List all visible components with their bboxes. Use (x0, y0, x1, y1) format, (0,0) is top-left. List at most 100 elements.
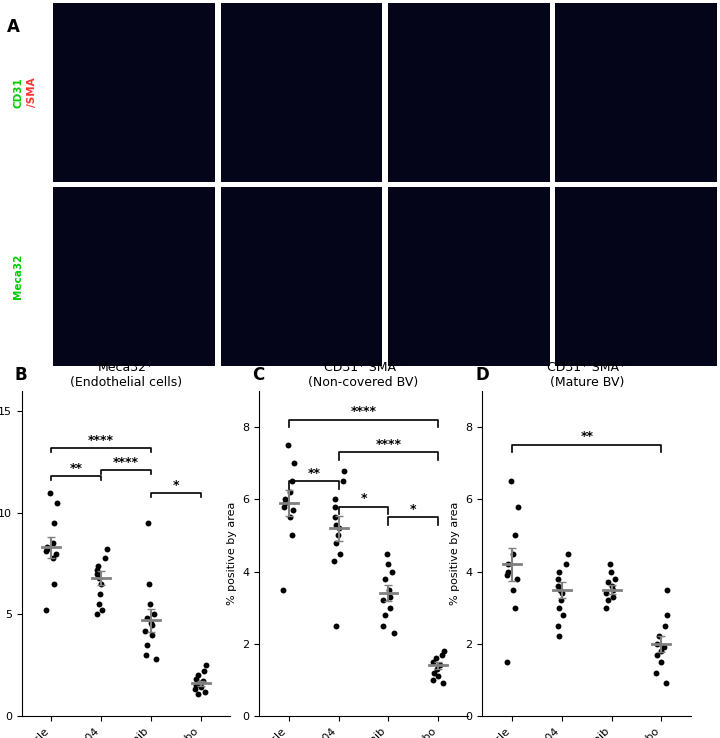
Point (509, 530, 521, 542)
Point (141, 639, 153, 651)
Text: CD31: CD31 (13, 77, 23, 108)
Text: C: C (252, 366, 264, 384)
Point (40, 604, 51, 616)
Point (44, 487, 55, 499)
Point (562, 548, 573, 559)
Point (42, 542, 53, 554)
Point (338, 465, 350, 477)
Point (384, 591, 395, 603)
Point (554, 601, 565, 613)
Point (150, 653, 162, 665)
Y-axis label: % positive by area: % positive by area (450, 502, 460, 605)
Point (334, 548, 346, 559)
Point (508, 584, 519, 596)
Point (651, 638, 662, 649)
Point (91, 608, 103, 620)
Point (142, 613, 153, 624)
Point (554, 584, 565, 596)
Point (555, 595, 567, 607)
Point (140, 624, 151, 636)
Point (427, 674, 438, 686)
Point (553, 565, 564, 577)
Point (48, 578, 60, 590)
Point (603, 576, 614, 588)
Point (386, 565, 397, 577)
Point (40, 545, 52, 557)
Point (428, 666, 439, 678)
Point (381, 548, 392, 559)
Point (279, 497, 291, 509)
Point (145, 617, 157, 629)
Point (557, 587, 568, 599)
Point (658, 641, 670, 653)
Point (383, 584, 395, 596)
Text: ****: **** (113, 456, 139, 469)
Point (330, 494, 341, 506)
Point (330, 519, 342, 531)
Text: ****: **** (375, 438, 402, 451)
Point (330, 620, 342, 632)
Point (557, 609, 569, 621)
Title: VEHICLE: VEHICLE (109, 0, 158, 1)
Point (146, 629, 158, 641)
Point (437, 677, 449, 689)
Point (284, 511, 296, 523)
Point (651, 649, 662, 661)
Point (382, 559, 394, 570)
Point (333, 523, 345, 534)
Point (337, 475, 348, 487)
Point (47, 537, 58, 549)
Point (379, 573, 391, 584)
Point (661, 584, 672, 596)
Point (655, 656, 667, 668)
Point (190, 673, 202, 685)
Title: HC-5404: HC-5404 (276, 0, 327, 1)
Point (101, 543, 112, 556)
Point (432, 663, 444, 675)
Point (94, 588, 106, 600)
Point (329, 555, 341, 567)
Point (500, 656, 512, 668)
Point (552, 620, 564, 632)
Point (42, 543, 53, 556)
Title: CD31⁺ SMA⁺
(Mature BV): CD31⁺ SMA⁺ (Mature BV) (547, 361, 626, 389)
Point (143, 517, 154, 529)
Point (47, 552, 58, 564)
Point (146, 618, 158, 630)
Point (96, 604, 108, 616)
Point (552, 580, 564, 592)
Point (199, 686, 211, 697)
Point (96, 578, 107, 590)
Point (282, 439, 293, 451)
Point (143, 578, 155, 590)
Text: B: B (14, 366, 27, 384)
Point (604, 559, 616, 570)
Text: /SMA: /SMA (27, 77, 37, 107)
Point (436, 649, 448, 661)
Point (190, 680, 202, 692)
Point (200, 659, 212, 671)
Point (194, 682, 206, 694)
Title: CD31⁺ SMA⁻
(Non-covered BV): CD31⁺ SMA⁻ (Non-covered BV) (308, 361, 419, 389)
Title: AXITINIB: AXITINIB (443, 0, 495, 1)
Text: **: ** (580, 430, 593, 444)
Point (99, 552, 111, 564)
Point (91, 564, 103, 576)
Point (660, 620, 671, 632)
Point (501, 569, 513, 581)
Point (661, 609, 672, 621)
Point (384, 601, 395, 613)
Point (606, 580, 618, 592)
Point (278, 500, 289, 512)
Point (388, 627, 400, 639)
Point (197, 675, 209, 687)
Point (329, 500, 341, 512)
Point (503, 565, 514, 577)
Point (505, 475, 516, 487)
Point (51, 497, 63, 508)
Point (286, 475, 297, 487)
Point (435, 660, 446, 672)
Text: D: D (475, 366, 489, 384)
Point (653, 630, 665, 642)
Point (194, 677, 206, 689)
